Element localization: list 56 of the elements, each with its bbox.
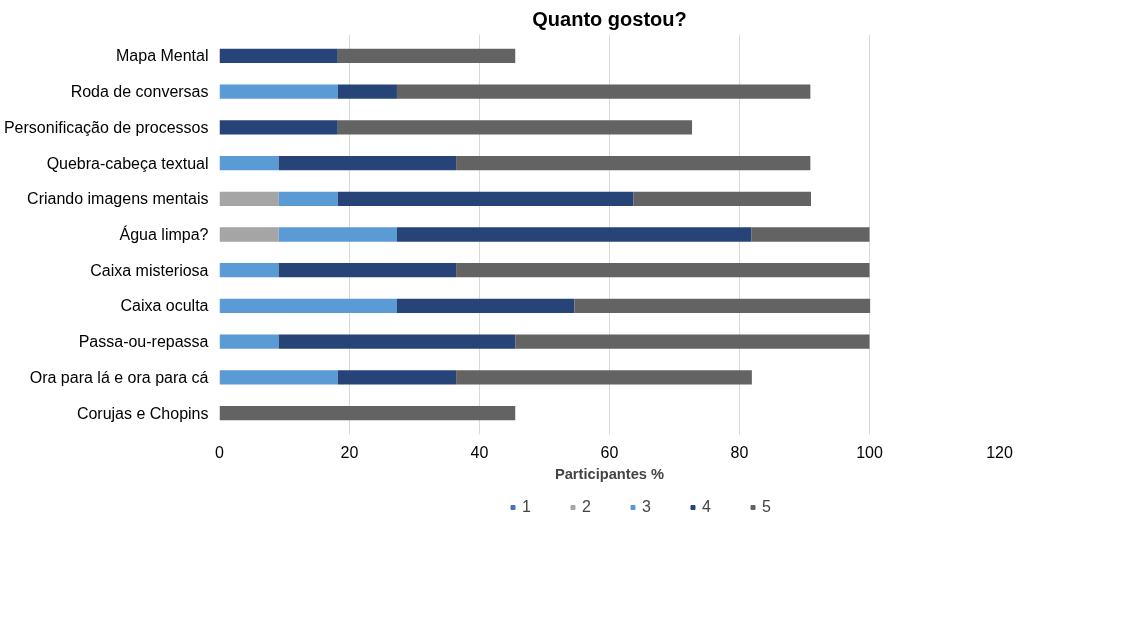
y-tick-label: Corujas e Chopins <box>76 404 209 422</box>
bar <box>219 298 397 314</box>
bar <box>515 334 870 349</box>
legend-label: 2 <box>582 497 592 516</box>
y-tick-label: Criando imagens mentais <box>27 190 209 208</box>
bar <box>219 155 279 171</box>
y-tick-label: Quebra-cabeça textual <box>46 154 209 172</box>
y-tick-label: Caixa misteriosa <box>90 261 209 279</box>
y-tick-label: Personificação de processos <box>3 118 209 136</box>
bar <box>337 84 397 99</box>
legend-label: 3 <box>642 497 652 516</box>
x-tick-label: 40 <box>470 443 489 461</box>
bar <box>396 298 575 314</box>
x-tick-label: 60 <box>600 443 619 461</box>
bar <box>219 84 338 99</box>
x-tick-label: 0 <box>215 443 225 461</box>
bar <box>219 227 279 242</box>
y-tick-label: Passa-ou-repassa <box>78 333 209 351</box>
x-axis-title: Participantes % <box>554 465 665 482</box>
bar <box>456 155 811 171</box>
y-tick-label: Mapa Mental <box>116 47 209 65</box>
x-tick-label: 100 <box>856 443 883 461</box>
bar <box>456 370 752 385</box>
chart-title: Quanto gostou? <box>532 7 687 30</box>
y-tick-label: Roda de conversas <box>70 83 209 101</box>
bar <box>396 84 811 99</box>
bar <box>337 191 634 206</box>
bar <box>633 191 811 206</box>
bar <box>278 227 397 242</box>
y-tick-label: Ora para lá e ora para cá <box>29 368 209 386</box>
bar <box>219 263 279 278</box>
bar <box>337 370 457 385</box>
legend-label: 1 <box>522 497 532 516</box>
legend-label: 4 <box>702 497 712 516</box>
bar <box>278 155 457 171</box>
legend-label: 5 <box>762 497 772 516</box>
y-tick-label: Água limpa? <box>119 225 209 243</box>
bar <box>337 48 516 64</box>
bar <box>219 48 338 64</box>
bar <box>396 227 752 242</box>
y-tick-label: Caixa oculta <box>120 297 209 315</box>
bar <box>219 334 279 349</box>
bar <box>278 191 338 206</box>
x-tick-label: 20 <box>340 443 359 461</box>
bar <box>574 298 871 314</box>
bar <box>219 120 338 135</box>
bar <box>219 405 516 421</box>
bar <box>751 227 870 242</box>
x-tick-label: 120 <box>986 443 1013 461</box>
bar <box>278 263 457 278</box>
bar <box>337 120 693 135</box>
bar <box>456 263 870 278</box>
x-tick-label: 80 <box>730 443 749 461</box>
bar <box>278 334 516 349</box>
bar <box>219 191 279 206</box>
bar <box>219 370 338 385</box>
